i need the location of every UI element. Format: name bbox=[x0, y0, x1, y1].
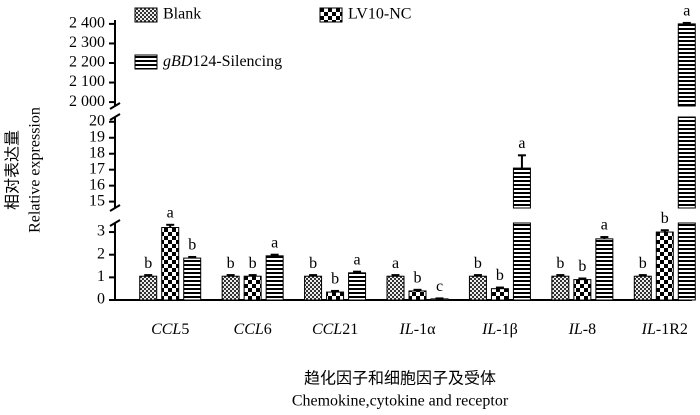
x-tick-label: CCL21 bbox=[312, 321, 358, 338]
axis-break bbox=[109, 102, 121, 110]
significance-letter: a bbox=[167, 204, 174, 221]
legend-label: Blank bbox=[163, 6, 201, 23]
y-tick-label: 0 bbox=[97, 291, 105, 308]
y-tick-label: 1 bbox=[97, 268, 105, 285]
significance-letter: c bbox=[436, 278, 443, 295]
bar bbox=[595, 238, 614, 301]
legend-swatch bbox=[134, 7, 158, 23]
significance-letter: b bbox=[474, 255, 482, 272]
bar bbox=[243, 275, 262, 301]
y-tick-label: 2 000 bbox=[69, 93, 105, 110]
significance-letter: a bbox=[354, 251, 361, 268]
x-tick-label: CCL5 bbox=[151, 321, 189, 338]
bar bbox=[677, 23, 696, 107]
y-tick-label: 3 bbox=[97, 223, 105, 240]
bar bbox=[348, 272, 367, 301]
bar bbox=[221, 275, 240, 301]
y-tick-label: 2 200 bbox=[69, 54, 105, 71]
bar bbox=[304, 275, 323, 301]
significance-letter: b bbox=[556, 255, 564, 272]
significance-letter: b bbox=[496, 267, 504, 284]
x-label-cn: 趋化因子和细胞因子及受体 bbox=[304, 370, 496, 388]
bar bbox=[655, 231, 674, 301]
significance-letter: b bbox=[309, 255, 317, 272]
bar bbox=[408, 290, 427, 301]
bar bbox=[512, 222, 531, 301]
x-tick-label: IL-1β bbox=[481, 321, 518, 338]
x-tick-label: IL-1R2 bbox=[641, 321, 688, 338]
axis-break bbox=[109, 113, 121, 121]
y-tick-label: 2 100 bbox=[69, 73, 105, 90]
legend-swatch bbox=[134, 54, 158, 70]
bar bbox=[677, 116, 696, 209]
significance-letter: b bbox=[414, 269, 422, 286]
bar bbox=[265, 255, 284, 301]
significance-letter: b bbox=[249, 255, 257, 272]
significance-letter: b bbox=[639, 255, 647, 272]
y-tick-label: 2 300 bbox=[69, 34, 105, 51]
y-tick-label: 2 bbox=[97, 245, 105, 262]
y-tick-label: 19 bbox=[89, 128, 105, 145]
significance-letter: b bbox=[578, 258, 586, 275]
x-label: Chemokine,cytokine and receptor bbox=[292, 393, 509, 410]
legend-label: LV10-NC bbox=[348, 6, 411, 23]
bar bbox=[386, 275, 405, 301]
bar bbox=[139, 275, 158, 301]
bar bbox=[490, 288, 509, 301]
legend-label: gBD124-Silencing bbox=[163, 53, 282, 70]
significance-letter: a bbox=[518, 135, 525, 152]
bar bbox=[183, 257, 202, 301]
y-tick-label: 17 bbox=[89, 160, 105, 177]
y-tick-label: 15 bbox=[89, 192, 105, 209]
legend-swatch bbox=[319, 7, 343, 23]
y-tick-label: 16 bbox=[89, 176, 105, 193]
bar bbox=[633, 275, 652, 301]
significance-letter: a bbox=[392, 255, 399, 272]
significance-letter: b bbox=[331, 271, 339, 288]
bar bbox=[551, 275, 570, 301]
axis-break bbox=[109, 219, 121, 227]
significance-letter: b bbox=[661, 210, 669, 227]
bar bbox=[161, 227, 180, 301]
y-tick-label: 2 400 bbox=[69, 15, 105, 32]
bar bbox=[677, 222, 696, 301]
significance-letter: b bbox=[144, 255, 152, 272]
y-tick-label: 18 bbox=[89, 144, 105, 161]
x-tick-label: IL-1α bbox=[399, 321, 437, 338]
y-label: Relative expression bbox=[27, 107, 44, 233]
bar bbox=[326, 291, 345, 301]
significance-letter: a bbox=[271, 234, 278, 251]
significance-letter: a bbox=[601, 217, 608, 234]
significance-letter: a bbox=[683, 3, 690, 20]
bar bbox=[512, 167, 531, 209]
x-tick-label: IL-8 bbox=[568, 321, 597, 338]
bar bbox=[468, 275, 487, 301]
y-label-cn: 相对表达量 bbox=[4, 130, 22, 210]
significance-letter: b bbox=[227, 255, 235, 272]
bar bbox=[573, 279, 592, 301]
axis-break bbox=[109, 204, 121, 212]
x-tick-label: CCL6 bbox=[234, 321, 272, 338]
y-tick-label: 20 bbox=[89, 112, 105, 129]
significance-letter: b bbox=[188, 237, 196, 254]
